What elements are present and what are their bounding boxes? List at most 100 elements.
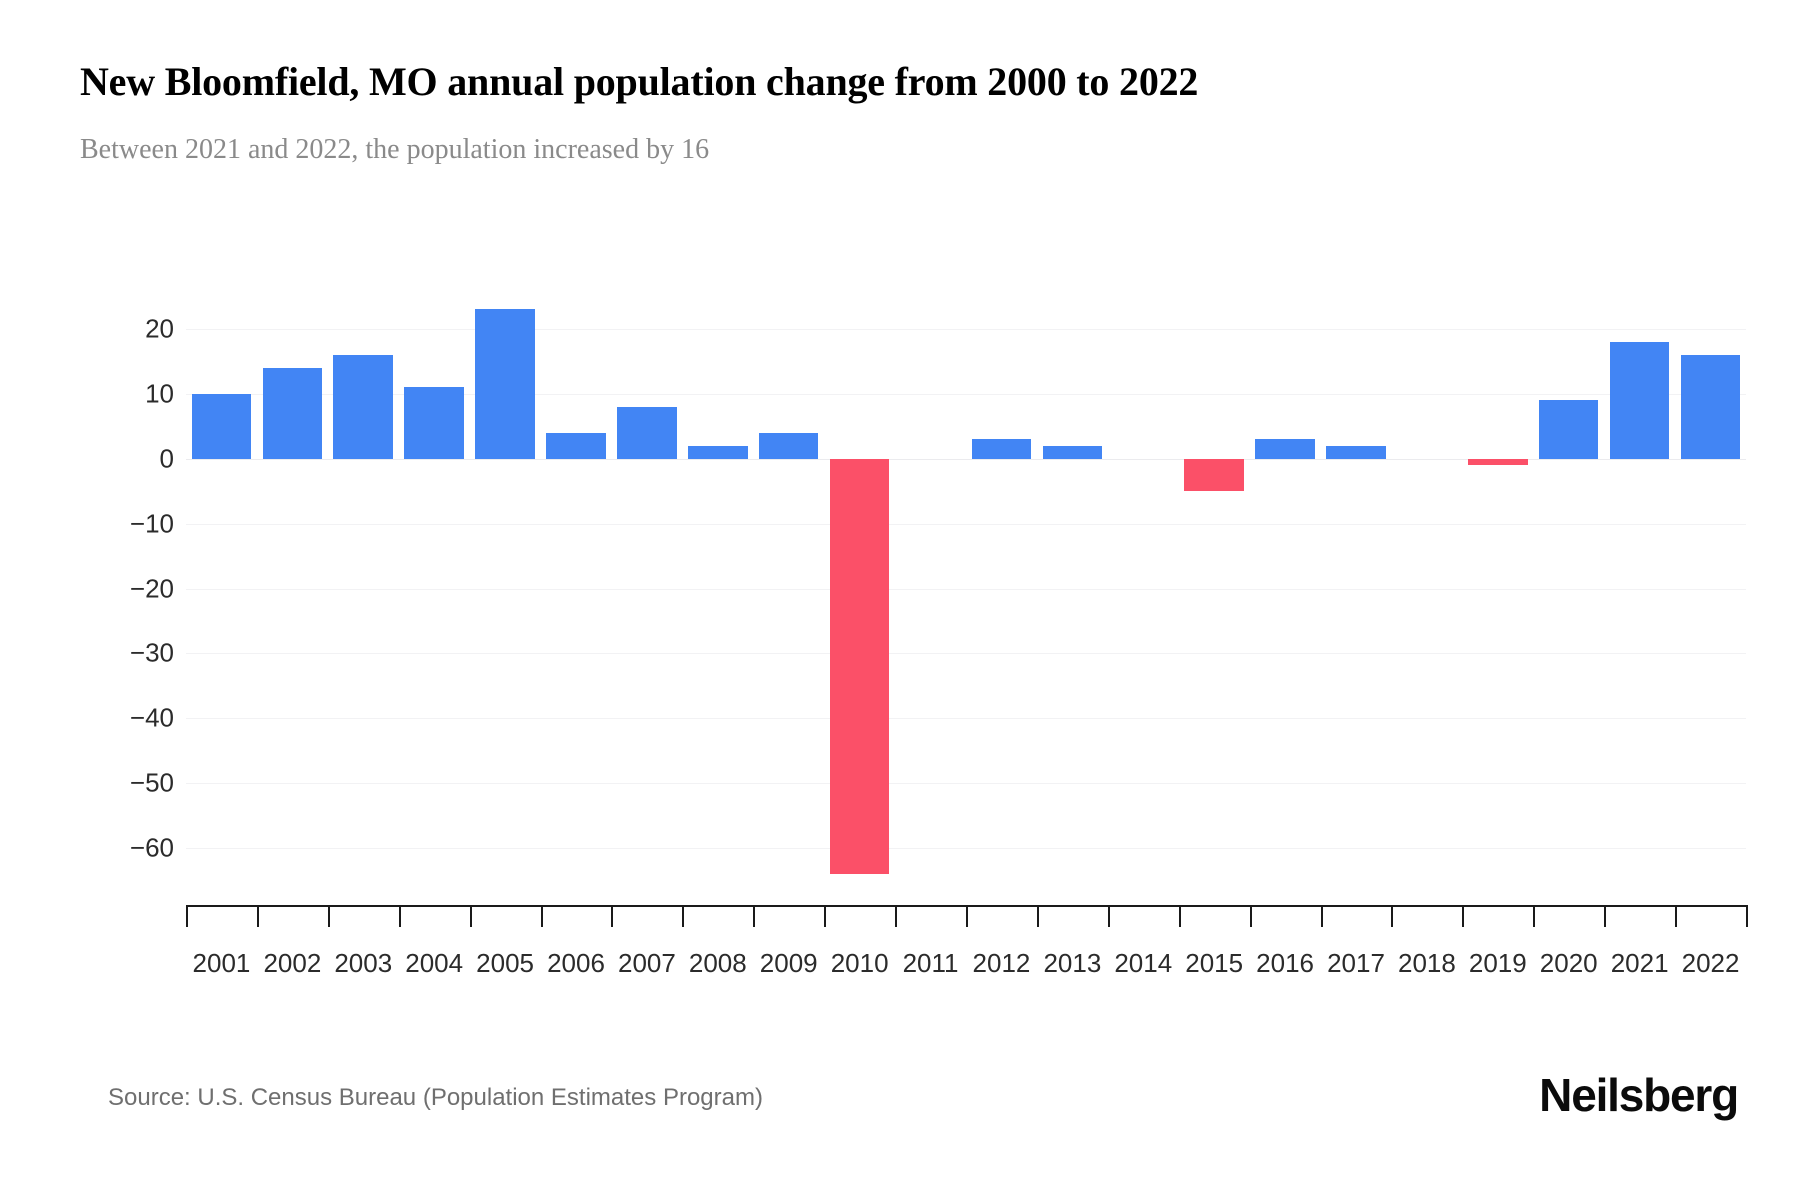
y-axis-tick-label: 20 [145, 313, 174, 344]
x-axis-tick-label: 2020 [1539, 948, 1598, 978]
y-axis-tick-label: −30 [129, 637, 174, 668]
y-axis-tick-label: −10 [129, 508, 174, 539]
bar[interactable] [1538, 400, 1599, 459]
bar-slot [1179, 290, 1250, 900]
x-axis-tick-label: 2014 [1114, 948, 1173, 978]
x-axis-tick-label: 2009 [759, 948, 818, 978]
bar[interactable] [1184, 458, 1244, 492]
bar-slot [186, 290, 257, 900]
bar-slot [1604, 290, 1675, 900]
x-axis-tick-label: 2019 [1468, 948, 1527, 978]
bar[interactable] [262, 367, 323, 459]
bar[interactable] [191, 393, 252, 459]
x-axis-tick [327, 905, 330, 927]
bar-slot [824, 290, 895, 900]
x-axis-tick-label: 2012 [972, 948, 1031, 978]
bar[interactable] [971, 439, 1032, 459]
bar-slot [611, 290, 682, 900]
bar[interactable] [829, 458, 890, 875]
bar-slot [470, 290, 541, 900]
x-axis-tick [1391, 905, 1394, 927]
x-axis-tick-label: 2010 [830, 948, 889, 978]
bar[interactable] [617, 406, 677, 459]
x-axis-tick-label: 2003 [334, 948, 393, 978]
bar[interactable] [688, 445, 748, 459]
bar[interactable] [758, 432, 819, 459]
x-axis-tick [895, 905, 898, 927]
bar[interactable] [333, 354, 394, 459]
bar[interactable] [1609, 341, 1670, 459]
bar-slot [1108, 290, 1179, 900]
y-axis-tick-label: −40 [129, 702, 174, 733]
bar-slot [895, 290, 966, 900]
bar[interactable] [1255, 439, 1315, 459]
bar-slot [682, 290, 753, 900]
bar-slot [1321, 290, 1392, 900]
x-axis-tick [469, 905, 472, 927]
gridline [186, 653, 1746, 655]
y-axis-tick-label: 0 [159, 443, 174, 474]
x-axis-tick-label: 2016 [1256, 948, 1314, 978]
x-axis-tick-label: 2006 [547, 948, 605, 978]
x-axis-tick-label: 2018 [1397, 948, 1456, 978]
page-subtitle: Between 2021 and 2022, the population in… [80, 134, 710, 165]
bar-slot [966, 290, 1037, 900]
x-axis-tick [1533, 905, 1536, 927]
source-note: Source: U.S. Census Bureau (Population E… [108, 1084, 763, 1111]
x-axis-tick-label: 2015 [1185, 948, 1244, 978]
bar-slot [328, 290, 399, 900]
bar-slot [1533, 290, 1604, 900]
x-axis-tick [1178, 905, 1181, 927]
x-axis-tick [682, 905, 685, 927]
bar[interactable] [1468, 458, 1528, 466]
bar[interactable] [1042, 445, 1103, 459]
x-axis-tick-label: 2022 [1681, 948, 1740, 978]
x-axis-tick [398, 905, 401, 927]
x-axis-tick-label: 2017 [1327, 948, 1385, 978]
bar-slot [541, 290, 612, 900]
x-axis-tick [1604, 905, 1607, 927]
x-axis-tick-label: 2004 [405, 948, 464, 978]
x-axis-tick-label: 2013 [1043, 948, 1102, 978]
x-axis-tick [1320, 905, 1323, 927]
bar-slot [753, 290, 824, 900]
bar[interactable] [475, 309, 535, 459]
gridline [186, 523, 1746, 525]
bar-slot [1037, 290, 1108, 900]
x-axis-tick [824, 905, 827, 927]
brand-logo: Neilsberg [1539, 1069, 1739, 1121]
y-axis-tick-label: −50 [129, 767, 174, 798]
y-axis-tick-label: −60 [129, 832, 174, 863]
bar-slot [1391, 290, 1462, 900]
bar[interactable] [1326, 445, 1386, 459]
gridline [186, 718, 1746, 720]
bar-slot [399, 290, 470, 900]
bar[interactable] [546, 432, 606, 459]
y-axis-tick-label: 10 [145, 378, 174, 409]
x-axis-tick [1675, 905, 1678, 927]
bar-slot [1462, 290, 1533, 900]
x-axis-tick [256, 905, 259, 927]
bar-slot [1250, 290, 1321, 900]
x-axis-tick [1746, 905, 1748, 927]
x-axis-tick [611, 905, 614, 927]
gridline [186, 783, 1746, 785]
page-title: New Bloomfield, MO annual population cha… [80, 59, 1199, 104]
y-axis-tick-label: −20 [129, 573, 174, 603]
x-axis-tick-label: 2001 [192, 948, 251, 978]
x-axis-tick [1107, 905, 1110, 927]
bar-slot [257, 290, 328, 900]
x-axis-tick-label: 2011 [902, 948, 959, 978]
gridline [186, 328, 1746, 330]
x-axis-tick [1249, 905, 1252, 927]
x-axis-tick [1462, 905, 1465, 927]
bar[interactable] [404, 387, 464, 459]
x-axis-tick-label: 2005 [476, 948, 534, 978]
bar-slot [1675, 290, 1746, 900]
x-axis-tick [540, 905, 543, 927]
bar[interactable] [1680, 354, 1741, 459]
plot-area: 20 10 0 −10 −20 −30 −40 −50 −60 [130, 290, 1746, 900]
gridline [186, 848, 1746, 850]
x-axis-tick-label: 2008 [688, 948, 747, 978]
